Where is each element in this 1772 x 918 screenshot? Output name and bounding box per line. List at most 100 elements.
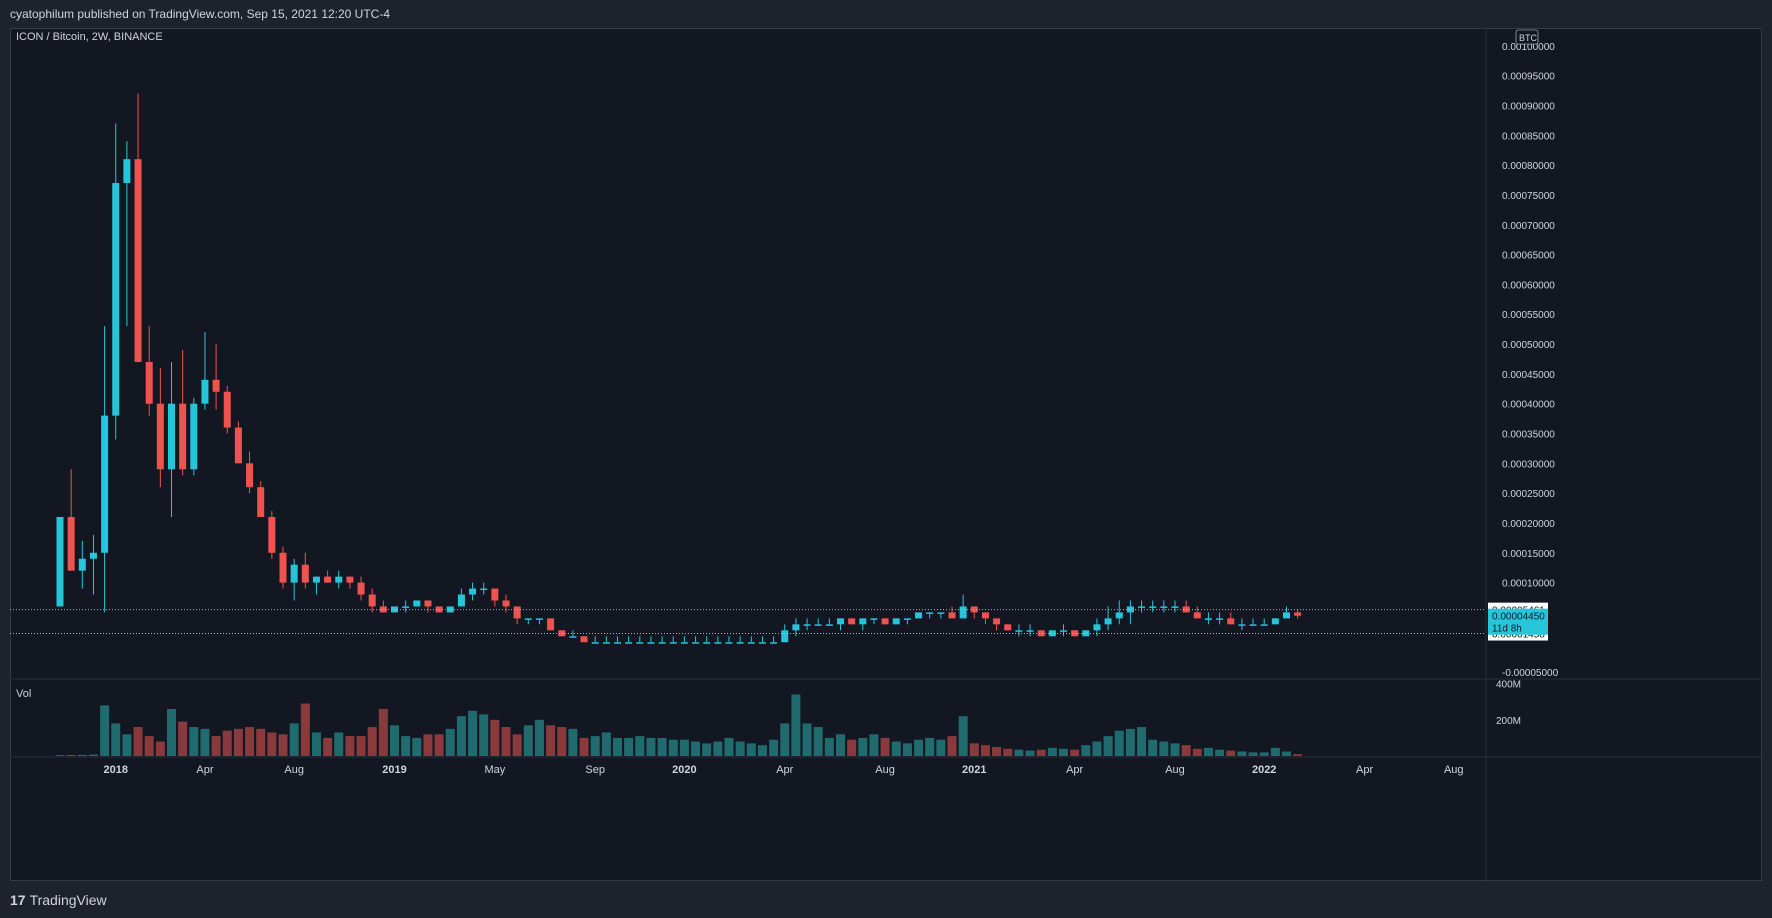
- volume-bar: [746, 743, 756, 756]
- volume-bar: [323, 737, 333, 756]
- volume-bar: [992, 746, 1002, 756]
- candle-body: [959, 606, 967, 619]
- price-tick-label: 0.00015000: [1502, 549, 1555, 560]
- volume-bar: [858, 737, 868, 756]
- price-tick-label: 0.00025000: [1502, 489, 1555, 500]
- candle-body: [892, 618, 900, 625]
- volume-bar: [300, 703, 310, 756]
- candle-body: [547, 618, 555, 631]
- volume-bar: [624, 737, 634, 756]
- candle-body: [357, 582, 365, 595]
- candle-body: [212, 379, 220, 392]
- candle-body: [714, 642, 722, 644]
- candle-body: [457, 594, 465, 607]
- time-tick-label: 2022: [1252, 764, 1276, 776]
- candle-body: [903, 618, 911, 620]
- candle-body: [491, 588, 499, 601]
- candle-body: [413, 600, 421, 607]
- price-tick-label: 0.00100000: [1502, 42, 1555, 53]
- grid: [10, 28, 1762, 881]
- volume-bar: [412, 737, 422, 756]
- volume-bar: [367, 727, 377, 756]
- time-tick-label: Apr: [776, 764, 793, 776]
- candle-body: [513, 606, 521, 619]
- volume-bar: [445, 728, 455, 756]
- candle-body: [915, 612, 923, 619]
- candle-body: [312, 576, 320, 583]
- price-tick-label: 0.00080000: [1502, 161, 1555, 172]
- candle-body: [524, 618, 532, 620]
- candle-body: [402, 606, 410, 608]
- price-tick-label: 0.00075000: [1502, 191, 1555, 202]
- volume-bar: [902, 743, 912, 756]
- candle-body: [1238, 624, 1246, 626]
- tradingview-logo[interactable]: 17 TradingView: [10, 892, 107, 908]
- candle-body: [1193, 612, 1201, 619]
- volume-bar: [456, 716, 466, 756]
- candle-body: [1204, 618, 1212, 620]
- candle-body: [1216, 618, 1224, 620]
- candle-body: [257, 487, 265, 517]
- price-tick-label: 0.00095000: [1502, 72, 1555, 83]
- time-tick-label: 2020: [672, 764, 696, 776]
- volume-bar: [557, 727, 567, 756]
- volume-bar: [724, 737, 734, 756]
- price-tick-label: 0.00060000: [1502, 280, 1555, 291]
- candle-body: [156, 403, 164, 470]
- candle-body: [67, 516, 75, 571]
- price-tick-label: 0.00070000: [1502, 221, 1555, 232]
- time-tick-label: 2021: [962, 764, 986, 776]
- volume-bar: [1036, 749, 1046, 756]
- price-tick-label: 0.00065000: [1502, 251, 1555, 262]
- candle-body: [1015, 630, 1023, 632]
- candle-body: [301, 564, 309, 583]
- candle-body: [368, 594, 376, 607]
- volume-bar: [345, 736, 355, 756]
- volume-bar: [155, 741, 165, 756]
- volume-bar: [1192, 748, 1202, 756]
- candle-body: [480, 588, 488, 591]
- candle-body: [535, 618, 543, 620]
- volume-bar: [925, 737, 935, 756]
- volume-bar: [691, 741, 701, 756]
- volume-bar: [947, 736, 957, 756]
- volume-tick-label: 400M: [1496, 680, 1521, 691]
- volume-bar: [847, 739, 857, 756]
- currency-badge: [1515, 29, 1539, 45]
- candles: [56, 93, 1302, 644]
- price-tick-label: 0.00030000: [1502, 459, 1555, 470]
- volume-bar: [869, 734, 879, 756]
- candle-body: [112, 183, 120, 416]
- time-tick-label: Aug: [875, 764, 895, 776]
- last-price-badge: [1488, 608, 1548, 635]
- candle-body: [1026, 630, 1034, 632]
- candle-body: [1149, 606, 1157, 608]
- volume-bar: [534, 719, 544, 756]
- volume-bars: [55, 694, 1303, 756]
- volume-bar: [390, 725, 399, 756]
- candle-body: [558, 630, 566, 637]
- price-tick-label: 0.00035000: [1502, 430, 1555, 441]
- volume-bar: [1114, 730, 1124, 756]
- candle-body: [736, 642, 744, 644]
- candle-body: [1082, 630, 1090, 637]
- volume-bar: [278, 734, 288, 756]
- candle-body: [1126, 606, 1134, 613]
- time-tick-label: May: [484, 764, 505, 776]
- candle-body: [201, 379, 209, 404]
- volume-bar: [579, 737, 589, 756]
- candle-body: [970, 606, 978, 613]
- candle-body: [814, 624, 822, 626]
- volume-bar: [523, 725, 533, 756]
- candle-body: [703, 642, 711, 644]
- volume-label: Vol: [16, 688, 31, 700]
- volume-bar: [401, 736, 411, 756]
- volume-bar: [66, 754, 76, 756]
- candle-body: [145, 361, 153, 404]
- volume-bar: [546, 725, 556, 756]
- candle-body: [602, 642, 610, 644]
- volume-bar: [1237, 751, 1247, 756]
- volume-bar: [1248, 752, 1258, 756]
